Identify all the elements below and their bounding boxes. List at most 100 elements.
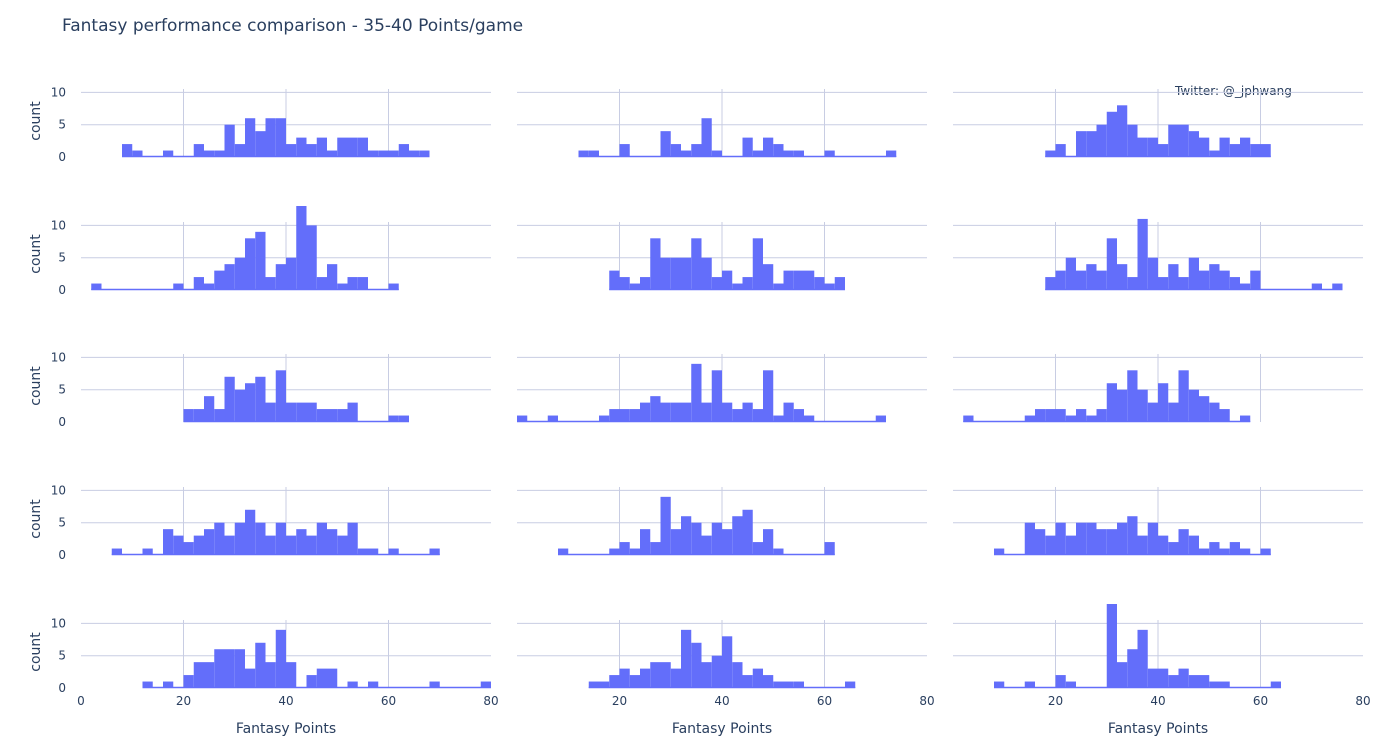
histogram-bar [255,231,266,290]
x-tick-label: 20 [176,694,191,708]
histogram-bar [224,264,235,290]
histogram-bar [1219,548,1230,555]
histogram-bar [886,150,897,157]
histogram-bar [711,150,722,157]
histogram-bar [1076,409,1087,422]
histogram-bar [193,535,204,555]
histogram-bar [1209,264,1220,290]
histogram-bar [255,131,266,157]
histogram-bar [701,535,712,555]
histogram-bar [1106,238,1117,290]
histogram-bar [619,277,630,290]
histogram-bar [588,150,599,157]
histogram-bar [1199,137,1210,157]
histogram-bar [629,283,640,290]
histogram-bar [783,402,794,422]
histogram-bar [214,649,225,688]
histogram-bar [1147,402,1158,422]
histogram-bar [234,144,245,157]
histogram-bar [193,409,204,422]
histogram-bar [327,409,338,422]
histogram-bar [1219,270,1230,290]
histogram-bar [1055,270,1066,290]
histogram-bar [834,277,845,290]
histogram-bar [224,649,235,688]
histogram-bar [701,257,712,290]
histogram-bar [1117,522,1128,555]
y-tick-label: 5 [58,118,66,132]
histogram-bar [193,277,204,290]
histogram-bar [1106,111,1117,157]
histogram-bar [773,681,784,688]
histogram-bar [752,238,763,290]
histogram-bar [650,662,661,688]
histogram-bar [337,137,348,157]
histogram-bar [752,668,763,688]
y-tick-label: 5 [58,649,66,663]
histogram-bar [773,548,784,555]
histogram-bar [1199,396,1210,422]
histogram-bar [1178,529,1189,555]
histogram-bar [732,409,743,422]
histogram-bar [1096,409,1107,422]
histogram-bar [742,137,753,157]
histogram-bar [701,402,712,422]
y-tick-label: 10 [51,85,66,99]
histogram-bar [660,662,671,688]
histogram-bar [306,675,317,688]
y-axis-label: count [28,366,44,406]
histogram-bar [296,402,307,422]
histogram-bar [1127,649,1138,688]
histogram-bar [1147,257,1158,290]
histogram-bar [204,150,215,157]
histogram-bar [204,283,215,290]
histogram-bar [1240,548,1251,555]
histogram-bar [193,662,204,688]
histogram-bar [429,681,440,688]
histogram-bar [681,257,692,290]
histogram-bar [517,415,528,422]
histogram-bar [255,522,266,555]
histogram-bar [1086,264,1097,290]
histogram-bar [701,118,712,157]
histogram-bar [306,535,317,555]
histogram-bar [742,277,753,290]
histogram-bar [1168,675,1179,688]
histogram-bar [357,277,368,290]
histogram-bar [286,402,297,422]
histogram-bar [609,270,620,290]
histogram-bar [609,675,620,688]
histogram-bar [681,402,692,422]
histogram-bar [91,283,102,290]
histogram-bar [763,264,774,290]
histogram-bar [316,137,327,157]
histogram-bar [1188,535,1199,555]
histogram-bar [1311,283,1322,290]
histogram-bar [619,668,630,688]
x-axis-label: Fantasy Points [1108,721,1208,737]
histogram-bar [609,409,620,422]
histogram-bar [691,522,702,555]
histogram-bar [306,225,317,290]
histogram-bar [742,402,753,422]
histogram-bar [783,150,794,157]
chart-title: Fantasy performance comparison - 35-40 P… [62,16,524,36]
histogram-bar [793,270,804,290]
y-axis-label: count [28,234,44,274]
histogram-bar [316,277,327,290]
histogram-bar [722,402,733,422]
histogram-bar [793,150,804,157]
y-tick-label: 10 [51,616,66,630]
histogram-bar [1270,681,1281,688]
histogram-bar [286,257,297,290]
histogram-bar [296,529,307,555]
x-tick-label: 60 [817,694,832,708]
histogram-bar [1076,131,1087,157]
histogram-bar [378,150,389,157]
histogram-bar [1086,131,1097,157]
histogram-bar [142,548,153,555]
histogram-bar [599,681,610,688]
x-tick-label: 60 [1253,694,1268,708]
histogram-bar [1117,105,1128,157]
histogram-bar [429,548,440,555]
